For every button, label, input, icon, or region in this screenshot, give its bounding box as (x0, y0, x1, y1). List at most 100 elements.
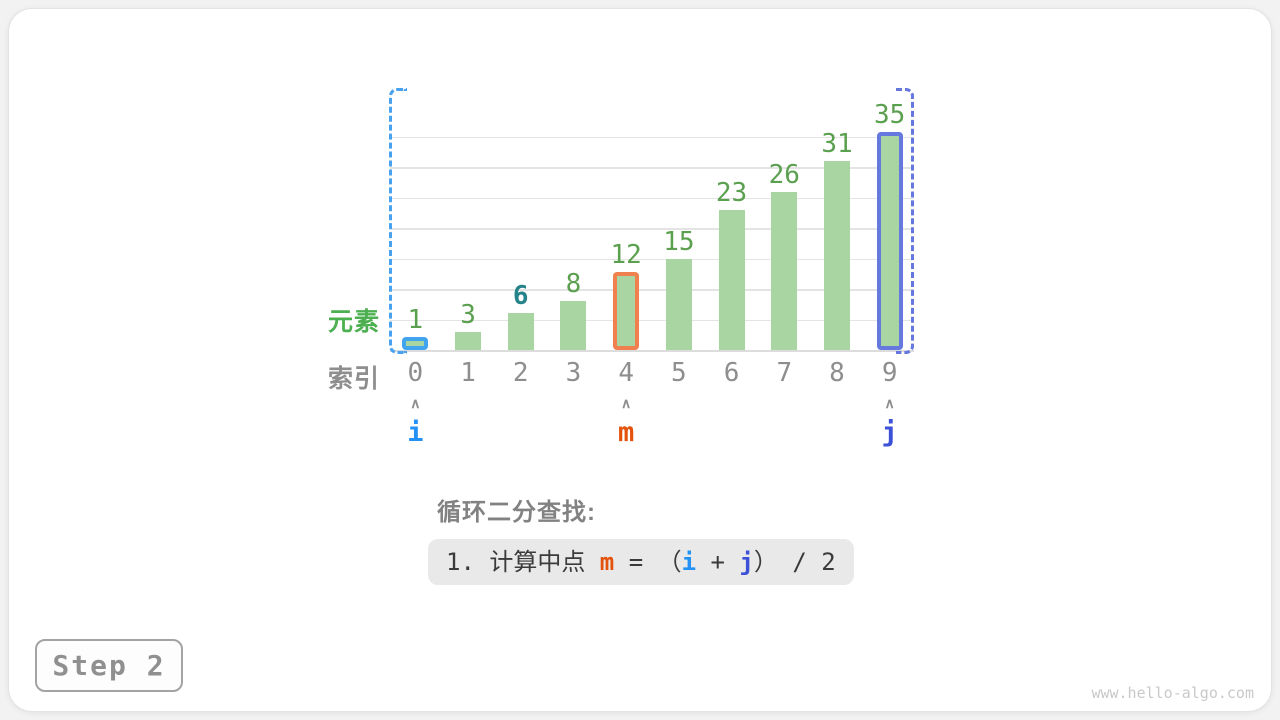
index-cell-4: 4 (600, 357, 653, 389)
bar-chart: 1 3 6 8 12 15 23 26 31 35 (389, 88, 916, 350)
caret-icon-i: ∧ (410, 395, 421, 411)
caret-cell-8 (811, 394, 864, 412)
gridline-0 (390, 350, 914, 352)
formula-segment-3: i (681, 548, 697, 576)
gridline-10 (390, 289, 914, 291)
gridline-20 (390, 228, 914, 230)
index-label-2: 2 (512, 358, 529, 388)
formula-segment-4: + (696, 548, 740, 576)
bar-column-3: 8 (547, 270, 600, 350)
bar-column-0: 1 (389, 306, 442, 350)
index-label-4: 4 (618, 358, 634, 388)
caret-cell-7 (758, 394, 811, 412)
index-label-3: 3 (565, 358, 582, 388)
pointer-cell-4: m (600, 414, 653, 450)
caret-cell-1 (442, 394, 495, 412)
index-label-1: 1 (460, 358, 476, 388)
ylabel-element: 元素 (327, 308, 380, 336)
bar-column-1: 3 (442, 301, 495, 350)
pointer-cell-8 (811, 414, 864, 450)
bar-column-8: 31 (811, 130, 864, 350)
xlabel-index: 索引 (327, 365, 380, 393)
value-label-9: 35 (874, 100, 906, 130)
index-cell-9: 9 (863, 357, 916, 389)
pointer-label-m: m (618, 417, 635, 448)
pointer-caret-row: ∧ ∧ ∧ (389, 394, 916, 412)
caret-cell-5 (653, 394, 706, 412)
gridline-35 (390, 136, 914, 139)
caret-cell-0: ∧ (389, 394, 442, 412)
bar-3 (560, 301, 587, 350)
pointer-cell-9: j (863, 414, 916, 450)
value-label-5: 15 (663, 227, 695, 257)
gridline-15 (390, 258, 914, 261)
pointer-cell-3 (547, 414, 600, 450)
index-label-0: 0 (407, 358, 424, 388)
pointer-label-j: j (881, 417, 898, 448)
index-row: 0 1 2 3 4 5 6 7 8 9 (389, 357, 916, 389)
bar-2 (507, 313, 534, 350)
watermark: www.hello-algo.com (1091, 684, 1254, 702)
bar-0 (402, 337, 429, 350)
search-range-bracket-left (389, 88, 407, 354)
pointer-cell-2 (494, 414, 547, 450)
formula-segment-6: ） / 2 (753, 548, 836, 576)
formula-segment-2: = （ (614, 548, 682, 576)
bar-8 (823, 161, 850, 350)
bar-5 (665, 259, 692, 350)
caption-title: 循环二分查找: (437, 499, 596, 526)
bar-9 (876, 132, 903, 350)
index-label-6: 6 (723, 358, 740, 388)
gridline-5 (390, 319, 914, 322)
caret-icon-j: ∧ (884, 395, 895, 411)
caret-cell-9: ∧ (863, 394, 916, 412)
index-label-9: 9 (881, 358, 898, 388)
caret-cell-6 (705, 394, 758, 412)
bar-column-5: 15 (653, 228, 706, 350)
index-cell-7: 7 (758, 357, 811, 389)
bar-column-4: 12 (600, 241, 653, 350)
value-label-2: 6 (512, 281, 529, 311)
caret-cell-4: ∧ (600, 394, 653, 412)
pointer-cell-1 (442, 414, 495, 450)
figure-card (8, 8, 1272, 712)
value-label-0: 1 (407, 305, 424, 335)
value-label-7: 26 (768, 160, 800, 190)
step-badge: Step 2 (35, 639, 183, 692)
formula-segment-5: j (739, 548, 754, 576)
caret-icon-m: ∧ (621, 395, 632, 411)
value-label-6: 23 (715, 178, 748, 208)
bar-7 (771, 192, 798, 350)
pointer-label-i: i (407, 417, 424, 448)
caret-cell-3 (547, 394, 600, 412)
bar-4 (613, 272, 640, 350)
pointer-cell-7 (758, 414, 811, 450)
index-label-7: 7 (776, 358, 793, 388)
index-label-5: 5 (671, 358, 687, 388)
index-cell-1: 1 (442, 357, 495, 389)
pointer-cell-5 (653, 414, 706, 450)
value-label-4: 12 (610, 240, 642, 270)
index-cell-5: 5 (653, 357, 706, 389)
formula-box: 1. 计算中点 m = （i + j） / 2 (428, 539, 854, 585)
bar-6 (718, 210, 745, 350)
formula-segment-0: 1. 计算中点 (446, 548, 600, 576)
pointer-cell-6 (705, 414, 758, 450)
bar-1 (455, 332, 482, 350)
value-label-8: 31 (821, 129, 853, 159)
value-label-1: 3 (460, 300, 476, 330)
bar-column-9: 35 (863, 101, 916, 350)
index-cell-3: 3 (547, 357, 600, 389)
gridline-30 (390, 167, 914, 169)
value-label-3: 8 (565, 269, 582, 299)
index-label-8: 8 (829, 358, 845, 388)
bar-column-6: 23 (705, 179, 758, 350)
gridline-25 (390, 197, 914, 200)
index-cell-2: 2 (494, 357, 547, 389)
index-cell-0: 0 (389, 357, 442, 389)
index-cell-6: 6 (705, 357, 758, 389)
search-range-bracket-right (896, 88, 914, 354)
bar-column-7: 26 (758, 161, 811, 350)
